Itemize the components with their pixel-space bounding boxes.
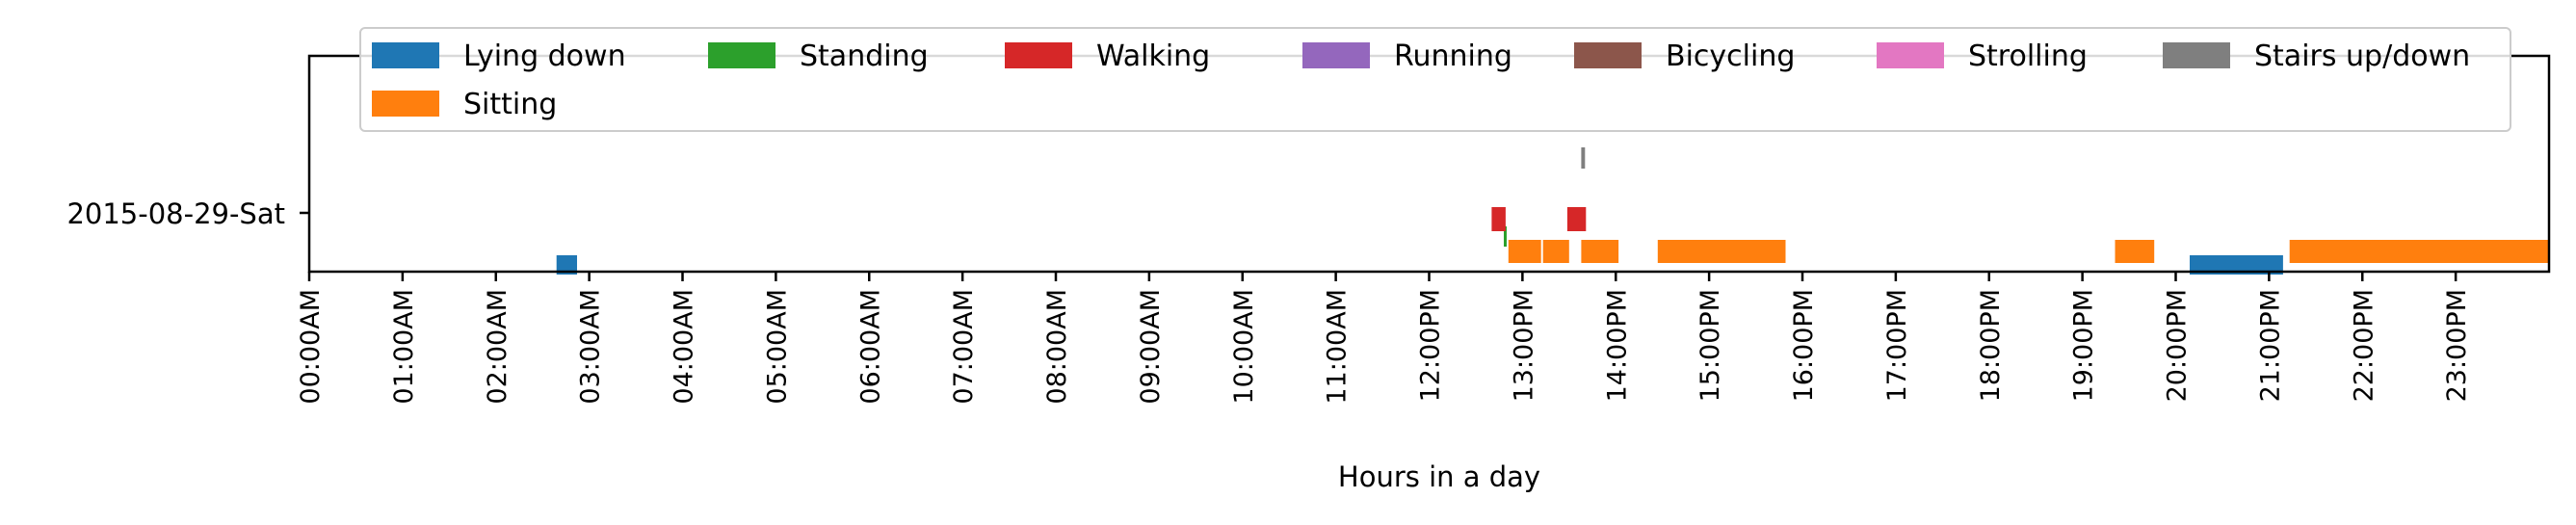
activity-bar-sitting bbox=[1542, 240, 1569, 263]
y-tick-label-row: 2015-08-29-Sat bbox=[66, 197, 285, 230]
legend-label: Lying down bbox=[463, 39, 626, 73]
activity-bar-walking bbox=[1566, 207, 1587, 231]
x-tick-label: 00:00AM bbox=[296, 289, 326, 405]
legend: Lying down Standing Walking Running Bicyclin… bbox=[359, 27, 2511, 132]
legend-item-sitting: Sitting bbox=[372, 88, 557, 121]
activity-bar-lying-down bbox=[2190, 255, 2283, 275]
legend-swatch bbox=[2163, 42, 2230, 68]
legend-swatch bbox=[708, 42, 775, 68]
x-tick-label: 07:00AM bbox=[949, 289, 979, 405]
x-tick-label: 09:00AM bbox=[1136, 289, 1166, 405]
x-tick-label: 10:00AM bbox=[1229, 289, 1259, 405]
x-tick-label: 12:00PM bbox=[1416, 289, 1446, 402]
x-tick-label: 01:00AM bbox=[389, 289, 419, 405]
legend-label: Bicycling bbox=[1666, 39, 1795, 73]
x-tick-label: 21:00PM bbox=[2255, 289, 2285, 402]
x-tick-label: 15:00PM bbox=[1695, 289, 1725, 402]
x-tick-label: 06:00AM bbox=[855, 289, 885, 405]
x-axis-label: Hours in a day bbox=[1338, 460, 1540, 493]
x-tick-label: 19:00PM bbox=[2069, 289, 2099, 402]
legend-label: Standing bbox=[800, 39, 929, 73]
activity-bar-sitting bbox=[2115, 240, 2155, 263]
x-tick-label: 16:00PM bbox=[1789, 289, 1819, 402]
legend-item-strolling: Strolling bbox=[1877, 39, 2088, 73]
activity-bar-sitting bbox=[1657, 240, 1786, 263]
legend-item-walking: Walking bbox=[1005, 39, 1210, 73]
legend-swatch bbox=[1302, 42, 1370, 68]
x-tick-label: 17:00PM bbox=[1882, 289, 1912, 402]
x-tick-label: 02:00AM bbox=[483, 289, 513, 405]
activity-bar-walking bbox=[1491, 207, 1506, 231]
x-tick-label: 14:00PM bbox=[1602, 289, 1632, 402]
x-tick-label: 05:00AM bbox=[762, 289, 792, 405]
legend-item-standing: Standing bbox=[708, 39, 929, 73]
legend-swatch bbox=[1574, 42, 1642, 68]
legend-item-lying-down: Lying down bbox=[372, 39, 626, 73]
legend-label: Strolling bbox=[1968, 39, 2088, 73]
x-tick-label: 23:00PM bbox=[2442, 289, 2472, 402]
legend-swatch bbox=[372, 91, 439, 117]
x-tick-label: 11:00AM bbox=[1323, 289, 1353, 405]
legend-item-bicycling: Bicycling bbox=[1574, 39, 1795, 73]
activity-bar-sitting bbox=[1508, 240, 1541, 263]
legend-swatch bbox=[372, 42, 439, 68]
activity-bar-lying-down bbox=[556, 255, 577, 275]
legend-label: Walking bbox=[1096, 39, 1210, 73]
legend-item-stairs-up-down: Stairs up/down bbox=[2163, 39, 2470, 73]
legend-swatch bbox=[1877, 42, 1944, 68]
legend-label: Stairs up/down bbox=[2254, 39, 2470, 73]
x-tick-label: 08:00AM bbox=[1042, 289, 1072, 405]
activity-bar-sitting bbox=[1581, 240, 1619, 263]
activity-bar-standing bbox=[1504, 226, 1507, 247]
x-tick-label: 22:00PM bbox=[2349, 289, 2379, 402]
x-tick-label: 13:00PM bbox=[1509, 289, 1538, 402]
activity-bar-stairs-up-down bbox=[1581, 147, 1586, 169]
legend-label: Sitting bbox=[463, 88, 557, 121]
plot-area bbox=[556, 147, 2549, 275]
legend-item-running: Running bbox=[1302, 39, 1512, 73]
legend-swatch bbox=[1005, 42, 1072, 68]
legend-frame bbox=[359, 27, 2511, 132]
x-tick-label: 03:00AM bbox=[576, 289, 606, 405]
x-tick-label: 20:00PM bbox=[2163, 289, 2193, 402]
x-tick-label: 04:00AM bbox=[670, 289, 699, 405]
legend-label: Running bbox=[1394, 39, 1512, 73]
x-tick-label: 18:00PM bbox=[1976, 289, 2006, 402]
activity-bar-sitting bbox=[2289, 240, 2549, 263]
